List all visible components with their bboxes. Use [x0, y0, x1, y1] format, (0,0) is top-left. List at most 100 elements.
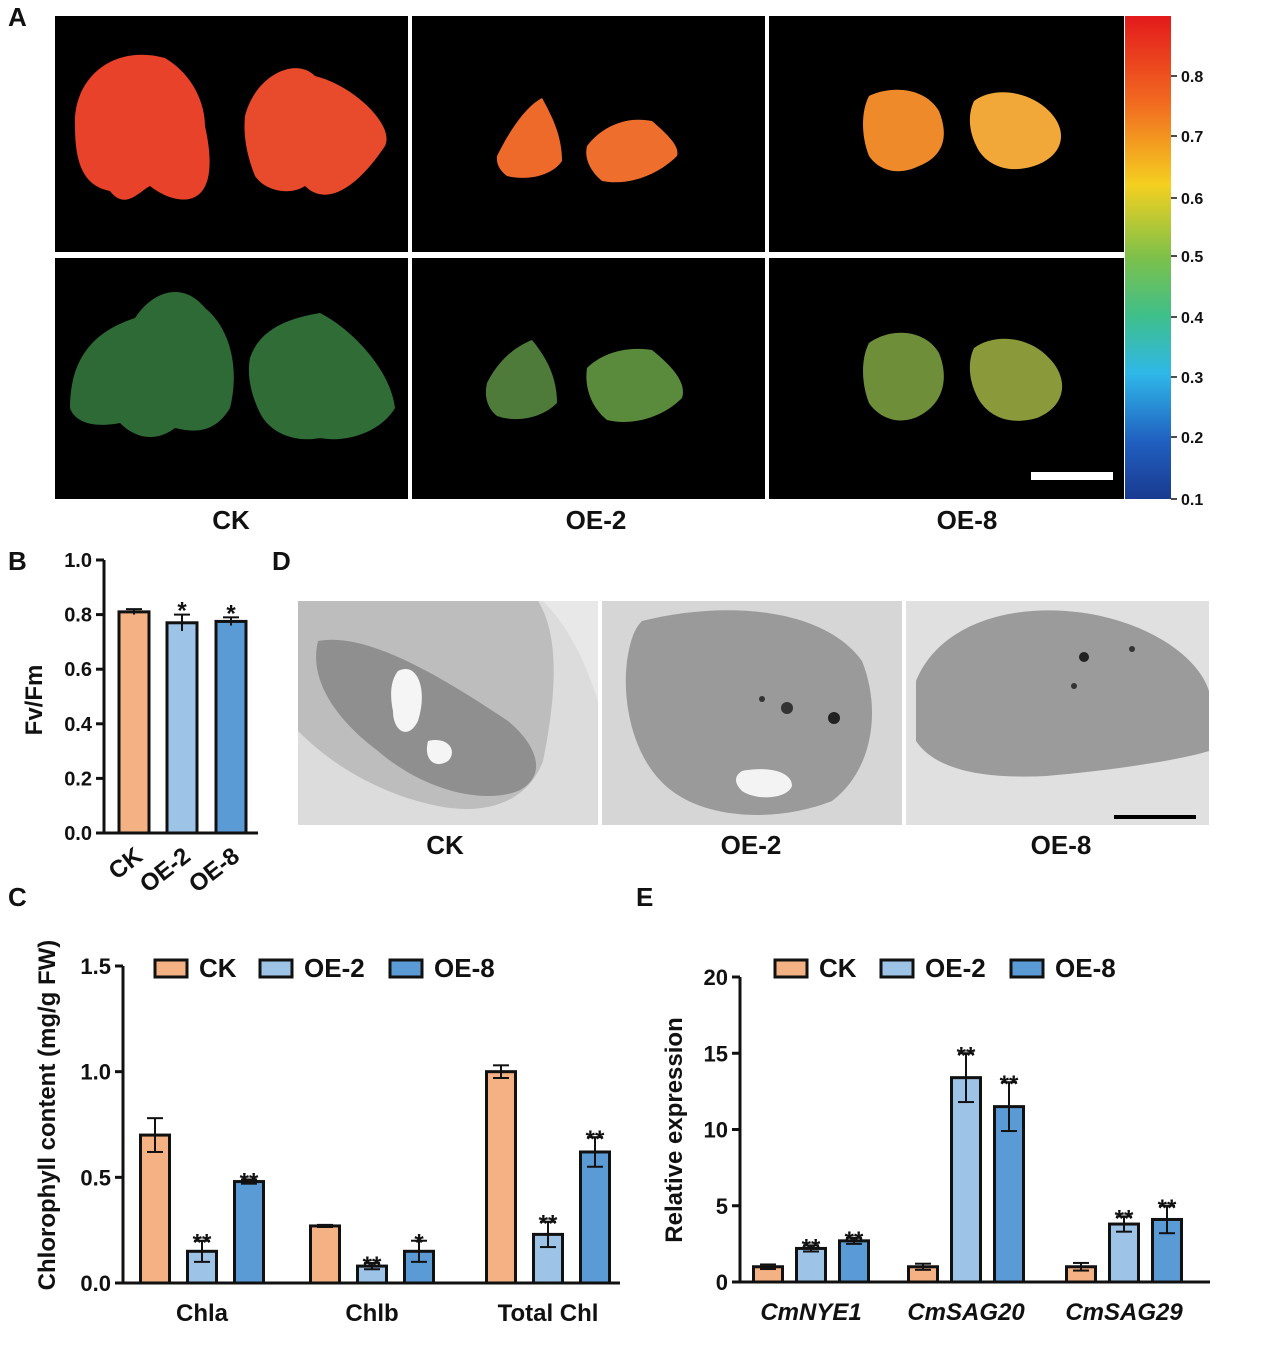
y-tick-label: 1.0	[80, 1060, 111, 1085]
bar	[233, 1180, 265, 1285]
bar	[485, 1070, 517, 1285]
legend-swatch	[1009, 958, 1045, 979]
scale-bar-a	[1031, 472, 1113, 480]
significance-label: **	[957, 1042, 976, 1069]
x-tick-label: OE-2	[135, 842, 196, 898]
bar	[950, 1076, 982, 1284]
y-tick-label: 5	[716, 1194, 728, 1219]
legend-swatch	[773, 958, 809, 979]
bar	[838, 1239, 870, 1284]
y-tick-label: 0.6	[64, 659, 92, 681]
x-tick-label: Total Chl	[498, 1300, 599, 1327]
colorbar-tick-label: 0.3	[1181, 370, 1203, 387]
legend-label: OE-2	[304, 953, 365, 983]
y-axis-label: Relative expression	[661, 1017, 688, 1242]
y-tick-label: 1.0	[64, 550, 92, 572]
leaf-photo-oe2	[412, 258, 765, 499]
y-axis-label: Fv/Fm	[21, 665, 48, 736]
y-tick-label: 0.4	[64, 714, 93, 736]
bar	[139, 1133, 171, 1285]
colorbar-tick-label: 0.1	[1181, 492, 1203, 509]
y-tick-label: 0.0	[80, 1271, 111, 1296]
colorbar-tick-label: 0.4	[1181, 310, 1203, 327]
panel-a-label-oe2: OE-2	[565, 505, 627, 535]
significance-label: **	[1115, 1205, 1134, 1232]
colorbar	[1125, 16, 1171, 499]
y-tick-label: 1.5	[80, 954, 111, 979]
bar	[309, 1224, 341, 1285]
legend-label: OE-8	[1055, 953, 1116, 983]
significance-label: **	[586, 1126, 605, 1153]
y-tick-label: 0.8	[64, 605, 92, 627]
significance-label: *	[177, 598, 187, 625]
fluorescence-image-oe8	[769, 16, 1124, 252]
bar	[165, 621, 199, 835]
panel-d-label-oe8: OE-8	[1030, 830, 1092, 860]
leaf-photo-ck	[55, 258, 408, 499]
chart-c: 0.0 0.5 1.0 1.5 Chlorophyll content (mg/g FW…	[34, 940, 620, 1327]
colorbar-tick-label: 0.5	[1181, 249, 1203, 266]
y-tick-label: 10	[704, 1118, 728, 1143]
legend-label: CK	[199, 953, 237, 983]
significance-label: **	[539, 1211, 558, 1238]
significance-label: **	[1158, 1195, 1177, 1222]
panel-c-letter: C	[8, 882, 27, 912]
fluorescence-image-ck	[55, 16, 408, 252]
tem-image-oe8	[906, 601, 1209, 825]
x-tick-label: CmSAG20	[907, 1299, 1025, 1326]
leaf-photo-oe8	[769, 258, 1124, 499]
chart-e: 0 5 10 15 20 Relative expression ** ** CmNYE1 ** *…	[661, 953, 1210, 1326]
colorbar-tick-label: 0.6	[1181, 191, 1203, 208]
legend-swatch	[879, 958, 915, 979]
colorbar-tick-label: 0.8	[1181, 69, 1203, 86]
panel-a-label-ck: CK	[212, 505, 250, 535]
tem-image-oe2	[602, 601, 902, 825]
tem-image-ck	[298, 601, 598, 825]
y-tick-label: 0.5	[80, 1165, 111, 1190]
significance-label: **	[1000, 1071, 1019, 1098]
bar	[1108, 1222, 1140, 1284]
colorbar-axis: 0.8 0.7 0.6 0.5 0.4 0.3 0.2 0.1	[1171, 69, 1203, 509]
x-tick-label: CmSAG29	[1065, 1299, 1183, 1326]
legend-label: OE-2	[925, 953, 986, 983]
y-axis-label: Chlorophyll content (mg/g FW)	[34, 940, 61, 1291]
panel-e-letter: E	[636, 882, 654, 912]
panel-d-letter: D	[272, 546, 291, 576]
bar	[186, 1249, 218, 1285]
legend-swatch	[153, 958, 189, 979]
bar	[117, 610, 151, 835]
bar	[579, 1150, 611, 1285]
bar	[214, 619, 248, 835]
y-tick-label: 0.0	[64, 823, 92, 845]
legend-label: CK	[819, 953, 857, 983]
y-tick-label: 0.2	[64, 768, 92, 790]
panel-d-label-oe2: OE-2	[720, 830, 782, 860]
x-tick-label: CmNYE1	[760, 1299, 861, 1326]
y-tick-label: 20	[704, 965, 728, 990]
significance-label: **	[363, 1252, 382, 1279]
x-tick-label: OE-8	[184, 842, 245, 898]
panel-b-letter: B	[8, 546, 27, 576]
colorbar-tick-label: 0.7	[1181, 129, 1203, 146]
scale-bar-d	[1114, 815, 1196, 819]
y-tick-label: 15	[704, 1041, 728, 1066]
significance-label: **	[193, 1230, 212, 1257]
x-tick-label: Chla	[176, 1300, 229, 1327]
legend-swatch	[388, 958, 424, 979]
significance-label: **	[845, 1227, 864, 1254]
legend-swatch	[258, 958, 294, 979]
legend-label: OE-8	[434, 953, 495, 983]
significance-label: **	[802, 1234, 821, 1261]
fluorescence-image-oe2	[412, 16, 765, 252]
significance-label: **	[240, 1168, 259, 1195]
x-tick-label: Chlb	[345, 1300, 398, 1327]
y-tick-label: 0	[716, 1270, 728, 1295]
significance-label: *	[226, 600, 236, 627]
panel-d-label-ck: CK	[426, 830, 464, 860]
significance-label: *	[414, 1230, 424, 1257]
panel-a-letter: A	[8, 2, 27, 32]
panel-a-label-oe8: OE-8	[936, 505, 998, 535]
colorbar-tick-label: 0.2	[1181, 430, 1203, 447]
bar	[993, 1105, 1025, 1284]
